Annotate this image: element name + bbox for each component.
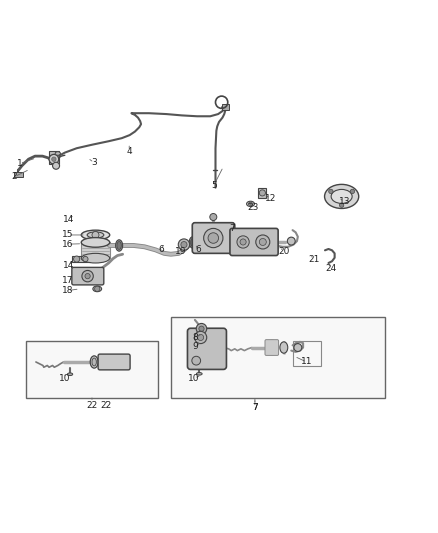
- Text: 1: 1: [17, 159, 23, 168]
- Text: 7: 7: [252, 403, 258, 412]
- Ellipse shape: [248, 203, 253, 205]
- Text: 7: 7: [252, 403, 258, 412]
- Text: 14: 14: [63, 261, 74, 270]
- Circle shape: [199, 326, 204, 332]
- Ellipse shape: [325, 184, 359, 208]
- FancyBboxPatch shape: [98, 354, 130, 370]
- Text: 7: 7: [229, 224, 235, 233]
- Bar: [293, 341, 321, 366]
- Circle shape: [92, 231, 99, 238]
- Ellipse shape: [87, 232, 104, 238]
- Ellipse shape: [93, 286, 102, 292]
- Ellipse shape: [280, 342, 288, 353]
- Ellipse shape: [191, 238, 195, 246]
- Bar: [258, 188, 266, 198]
- Text: 3: 3: [91, 158, 97, 167]
- Text: 11: 11: [301, 358, 312, 367]
- Text: 6: 6: [158, 245, 164, 254]
- Text: 12: 12: [265, 194, 276, 203]
- Ellipse shape: [189, 237, 196, 248]
- Bar: [81, 242, 110, 258]
- Ellipse shape: [81, 238, 110, 247]
- Circle shape: [74, 256, 80, 262]
- Ellipse shape: [90, 356, 98, 368]
- Circle shape: [259, 190, 265, 196]
- Circle shape: [85, 273, 90, 279]
- Bar: [14, 172, 23, 177]
- Ellipse shape: [196, 373, 202, 375]
- Ellipse shape: [55, 152, 60, 155]
- Circle shape: [259, 238, 266, 246]
- Circle shape: [328, 189, 333, 193]
- Circle shape: [287, 237, 295, 245]
- Circle shape: [95, 286, 100, 292]
- Circle shape: [52, 157, 56, 161]
- Circle shape: [178, 239, 190, 251]
- Circle shape: [210, 214, 217, 221]
- Circle shape: [181, 241, 187, 248]
- Circle shape: [204, 229, 223, 248]
- Text: 2: 2: [12, 172, 17, 181]
- Bar: [72, 255, 90, 262]
- Text: 9: 9: [192, 342, 198, 351]
- FancyBboxPatch shape: [265, 340, 279, 356]
- Circle shape: [196, 324, 207, 334]
- Text: 22: 22: [86, 401, 98, 410]
- Circle shape: [350, 189, 355, 193]
- Circle shape: [194, 332, 207, 344]
- Circle shape: [198, 334, 204, 341]
- Text: 18: 18: [62, 286, 74, 295]
- Bar: [222, 104, 229, 110]
- Ellipse shape: [81, 253, 110, 263]
- FancyBboxPatch shape: [72, 268, 104, 285]
- Text: 19: 19: [175, 247, 187, 256]
- Circle shape: [192, 356, 201, 365]
- Circle shape: [237, 236, 249, 248]
- Text: 23: 23: [247, 203, 259, 212]
- Ellipse shape: [81, 230, 110, 240]
- FancyBboxPatch shape: [187, 328, 226, 369]
- Bar: [171, 317, 385, 398]
- Text: 24: 24: [325, 264, 337, 273]
- Circle shape: [339, 203, 344, 207]
- Text: 14: 14: [63, 215, 74, 224]
- Text: 22: 22: [101, 401, 112, 410]
- Text: 4: 4: [127, 147, 132, 156]
- Circle shape: [256, 235, 270, 249]
- Ellipse shape: [247, 201, 254, 206]
- Bar: [26, 341, 158, 398]
- Text: 13: 13: [339, 197, 350, 206]
- Text: 6: 6: [195, 245, 201, 254]
- Circle shape: [83, 256, 88, 262]
- Text: 16: 16: [62, 240, 74, 249]
- Text: 10: 10: [59, 374, 71, 383]
- Ellipse shape: [116, 240, 123, 251]
- Text: 21: 21: [308, 255, 319, 264]
- Bar: [49, 151, 59, 165]
- Ellipse shape: [331, 189, 352, 204]
- Circle shape: [53, 162, 60, 169]
- FancyBboxPatch shape: [230, 229, 278, 255]
- Circle shape: [208, 233, 219, 243]
- Ellipse shape: [67, 373, 73, 376]
- Ellipse shape: [267, 341, 276, 354]
- Circle shape: [82, 270, 93, 282]
- Text: 17: 17: [62, 276, 74, 285]
- Circle shape: [240, 239, 246, 245]
- Text: 15: 15: [62, 230, 74, 239]
- Ellipse shape: [117, 241, 121, 249]
- Ellipse shape: [92, 358, 96, 366]
- Text: 20: 20: [278, 247, 290, 256]
- Text: 10: 10: [188, 374, 200, 383]
- Text: 8: 8: [192, 333, 198, 342]
- Circle shape: [49, 155, 59, 164]
- Circle shape: [294, 344, 302, 351]
- FancyBboxPatch shape: [192, 223, 235, 253]
- Text: 5: 5: [211, 181, 217, 190]
